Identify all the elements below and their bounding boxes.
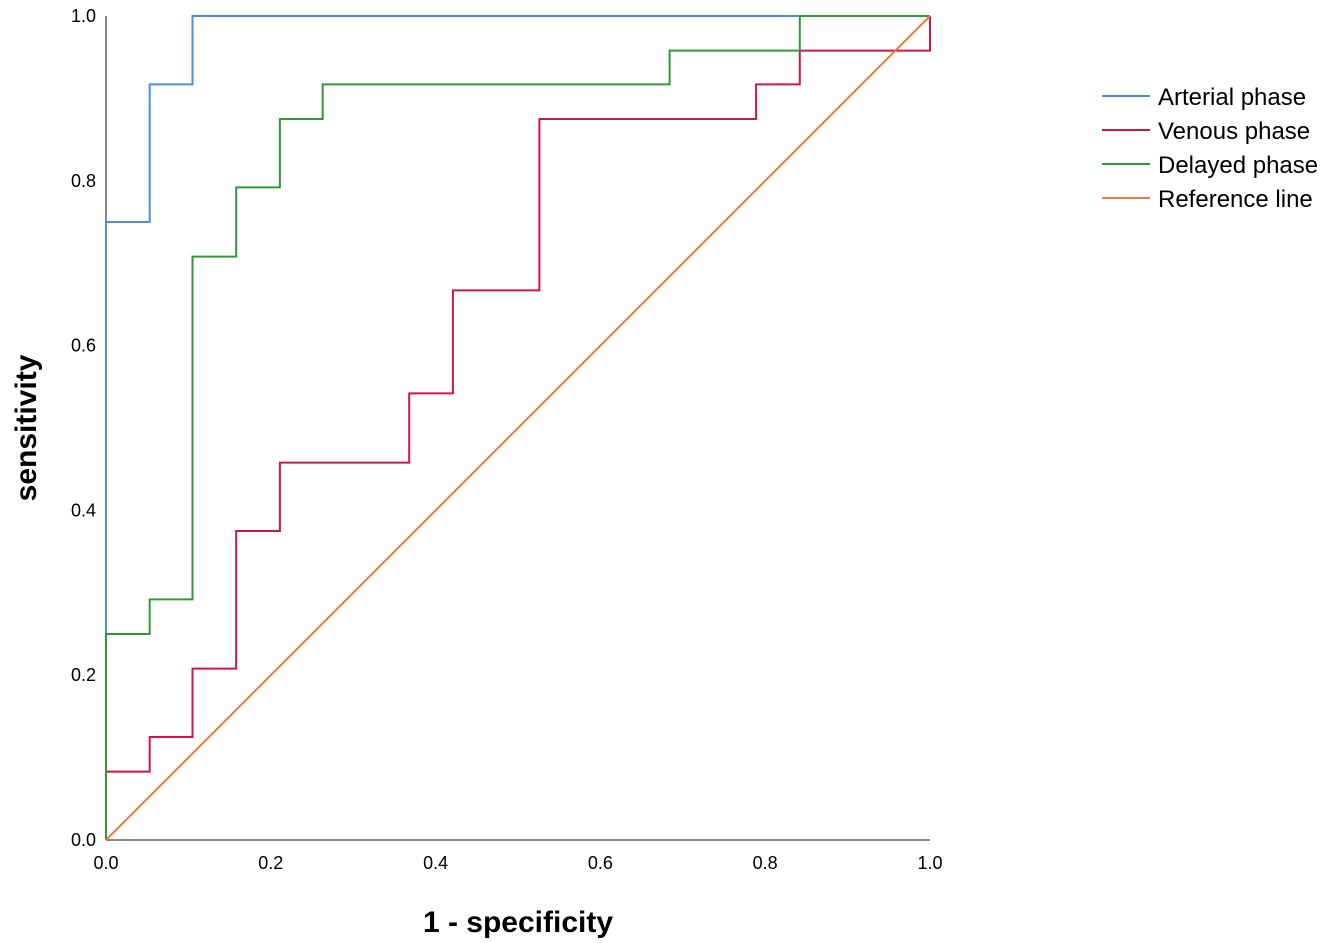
x-tick-label: 1.0 <box>917 853 942 873</box>
legend-label: Delayed phase <box>1158 152 1318 179</box>
series-lines <box>105 15 931 841</box>
series-line-venous-phase <box>105 16 931 840</box>
legend: Arterial phase Venous phase Delayed phase R… <box>1102 84 1318 213</box>
x-tick-label: 0.4 <box>423 853 448 873</box>
y-axis-title: sensitivity <box>10 354 43 501</box>
x-tick-label: 0.8 <box>753 853 778 873</box>
y-tick-label: 1.0 <box>71 6 96 26</box>
legend-label: Venous phase <box>1158 118 1310 145</box>
y-tick-label: 0.2 <box>71 665 96 685</box>
legend-label: Arterial phase <box>1158 84 1306 111</box>
y-tick-labels: 0.0 0.2 0.4 0.6 0.8 1.0 <box>71 6 96 850</box>
x-tick-label: 0.6 <box>588 853 613 873</box>
x-axis-title: 1 - specificity <box>423 906 613 939</box>
legend-label: Reference line <box>1158 186 1313 213</box>
series-line-delayed-phase <box>105 15 930 840</box>
x-tick-label: 0.0 <box>93 853 118 873</box>
y-tick-label: 0.6 <box>71 336 96 356</box>
series-line-arterial-phase <box>105 15 930 840</box>
y-tick-label: 0.4 <box>71 500 96 520</box>
series-line-reference-line <box>105 15 931 841</box>
x-tick-label: 0.2 <box>258 853 283 873</box>
y-tick-label: 0.0 <box>71 830 96 850</box>
y-tick-label: 0.8 <box>71 171 96 191</box>
x-tick-labels: 0.0 0.2 0.4 0.6 0.8 1.0 <box>93 853 942 873</box>
